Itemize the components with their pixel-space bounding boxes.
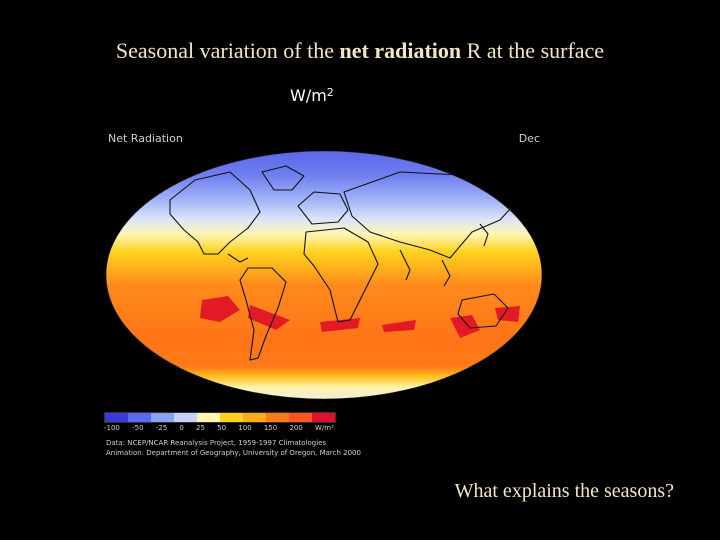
credit-text: Data: NCEP/NCAR Reanalysis Project, 1959… (106, 438, 361, 458)
title-suffix: R at the surface (461, 38, 605, 63)
map-month: Dec (518, 132, 540, 145)
credit-line-data: Data: NCEP/NCAR Reanalysis Project, 1959… (106, 439, 327, 447)
colorbar-tick-label: 150 (263, 424, 278, 432)
colorbar-tick-label: 25 (196, 424, 205, 432)
world-map (105, 150, 543, 400)
colorbar-segment (312, 413, 335, 422)
colorbar-segment (151, 413, 174, 422)
colorbar-tick-label: -50 (132, 424, 144, 432)
title-prefix: Seasonal variation of the (115, 38, 340, 63)
units-exponent: 2 (326, 86, 334, 99)
colorbar-segment (289, 413, 312, 422)
colorbar-segment (128, 413, 151, 422)
units-label: W/m2 (290, 86, 334, 105)
colorbar-tick-label: -100 (104, 424, 120, 432)
colorbar-labels: -100 -50 -25 0 25 50 100 150 200 W/m² (104, 424, 334, 436)
title-bold: net radiation (339, 38, 462, 63)
colorbar-segment (243, 413, 266, 422)
colorbar-tick-label: 50 (217, 424, 227, 432)
colorbar-tick-label: 0 (179, 424, 184, 432)
slide-title: Seasonal variation of the net radiation … (0, 38, 720, 64)
high-radiation-patches (200, 296, 520, 338)
map-title: Net Radiation (108, 132, 183, 145)
colorbar-segment (266, 413, 289, 422)
credit-line-animation: Animation: Department of Geography, Univ… (106, 449, 361, 457)
units-base: W/m (290, 86, 327, 105)
colorbar-segment (174, 413, 197, 422)
colorbar-tick-label: W/m² (315, 424, 334, 432)
colorbar-segment (220, 413, 243, 422)
question-text: What explains the seasons? (454, 480, 674, 502)
colorbar-tick-label: -25 (155, 424, 168, 432)
colorbar-segment (197, 413, 220, 422)
colorbar-segment (105, 413, 128, 422)
net-radiation-figure: Net Radiation Dec (100, 126, 555, 466)
colorbar-tick-label: 100 (238, 424, 252, 432)
colorbar-tick-label: 200 (289, 424, 303, 432)
colorbar (104, 412, 336, 423)
